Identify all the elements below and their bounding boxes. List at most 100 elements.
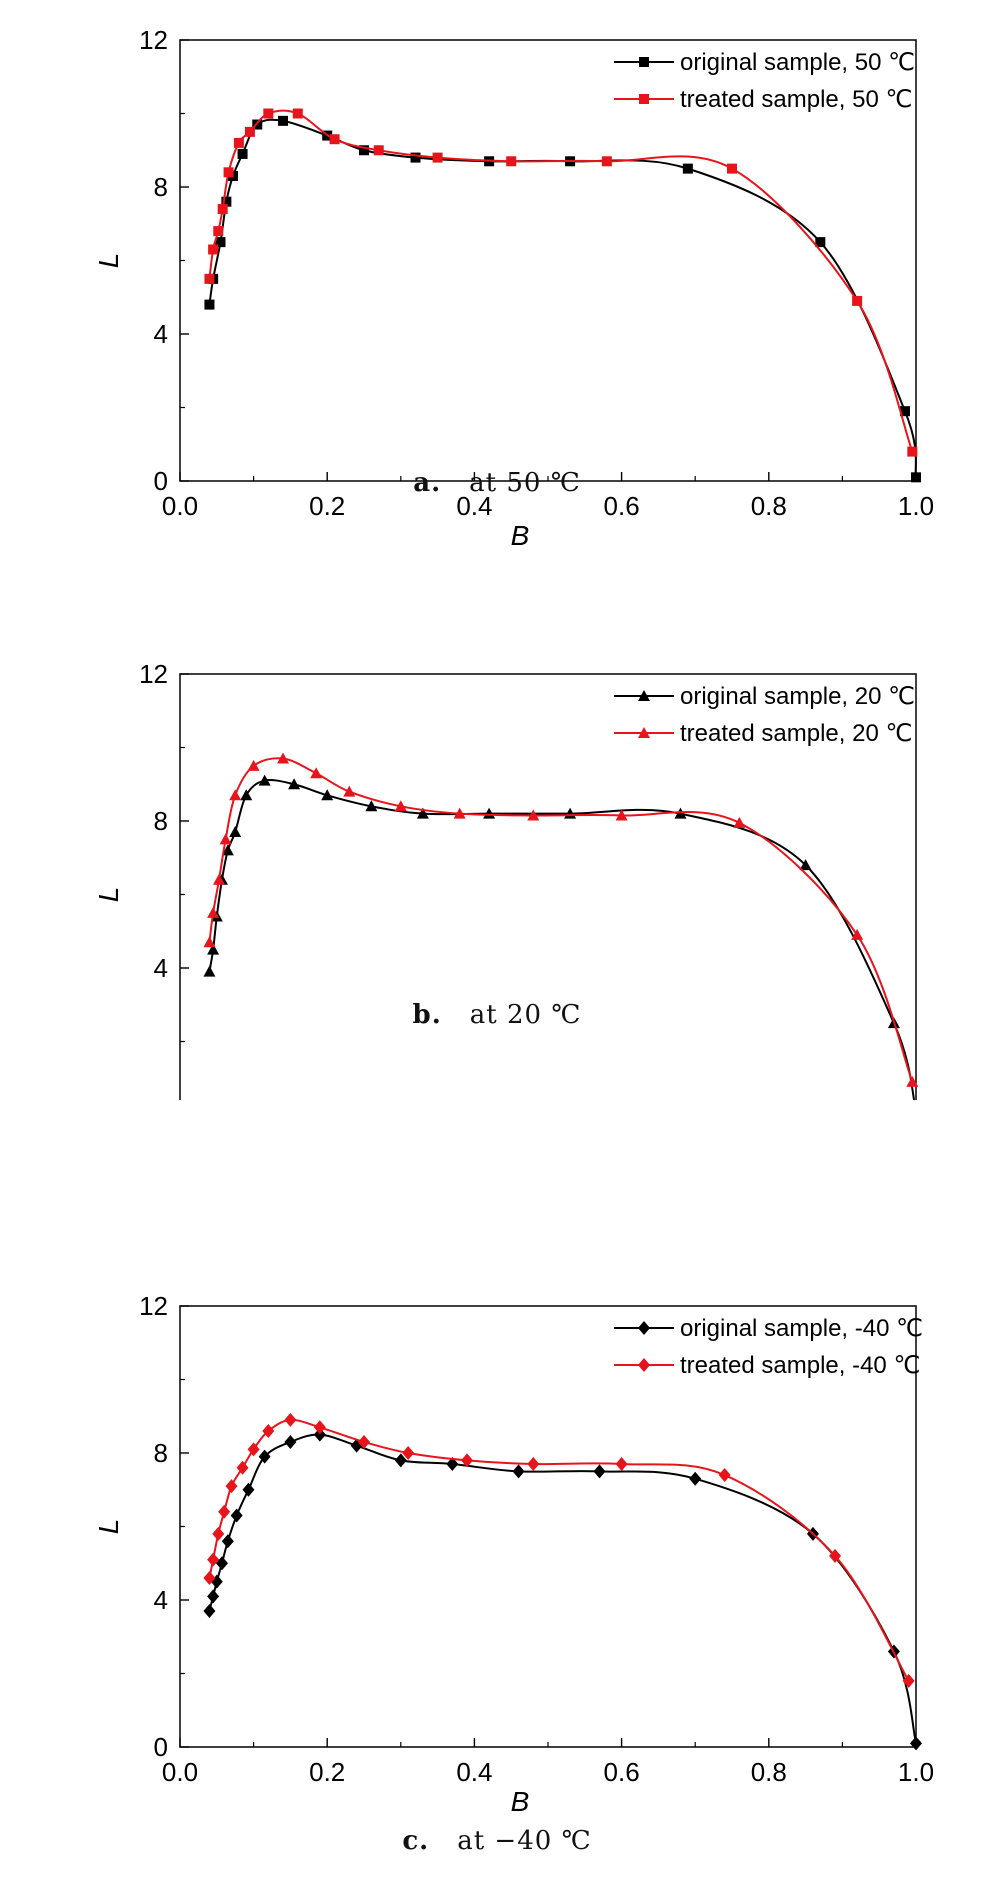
caption-a-letter: a. bbox=[413, 468, 442, 498]
y-tick-label: 4 bbox=[154, 953, 168, 983]
x-tick-label: 0.0 bbox=[162, 1757, 198, 1787]
caption-c: c. at −40 ℃ bbox=[0, 1826, 994, 1856]
caption-c-letter: c. bbox=[402, 1826, 430, 1856]
data-point-original bbox=[221, 1534, 234, 1549]
data-point-treated bbox=[727, 163, 737, 174]
data-point-treated bbox=[527, 1457, 540, 1472]
data-point-treated bbox=[244, 126, 255, 137]
caption-a: a. at 50 ℃ bbox=[0, 468, 994, 498]
data-point-treated bbox=[233, 137, 244, 148]
caption-c-text: at −40 ℃ bbox=[457, 1826, 592, 1856]
data-point-treated bbox=[219, 833, 232, 845]
data-point-original bbox=[359, 145, 369, 156]
data-point-treated bbox=[432, 152, 443, 163]
legend-marker bbox=[638, 1321, 650, 1335]
data-point-original bbox=[207, 1589, 220, 1604]
data-point-original bbox=[815, 237, 826, 248]
legend-label: treated sample, -40 ℃ bbox=[680, 1352, 920, 1379]
data-point-treated bbox=[906, 1075, 919, 1087]
data-point-treated bbox=[225, 1479, 238, 1494]
data-point-treated bbox=[615, 809, 628, 821]
data-point-treated bbox=[263, 108, 274, 119]
y-axis-title: L bbox=[93, 887, 124, 903]
y-tick-label: 8 bbox=[154, 1438, 168, 1468]
x-tick-label: 0.4 bbox=[456, 491, 492, 521]
y-tick-label: 4 bbox=[154, 1585, 168, 1615]
legend-marker bbox=[638, 727, 650, 738]
data-point-treated bbox=[343, 785, 356, 797]
data-point-original bbox=[242, 1482, 255, 1497]
data-point-original bbox=[682, 163, 693, 174]
x-tick-label: 1.0 bbox=[898, 1757, 934, 1787]
data-point-treated bbox=[218, 1504, 231, 1519]
data-point-original bbox=[278, 115, 289, 126]
data-point-original bbox=[410, 152, 421, 163]
data-point-original bbox=[240, 789, 253, 801]
legend-marker bbox=[639, 57, 649, 67]
data-point-original bbox=[799, 859, 812, 871]
x-tick-label: 0.2 bbox=[309, 491, 345, 521]
data-point-treated bbox=[902, 1673, 915, 1688]
data-point-original bbox=[593, 1464, 606, 1479]
data-point-treated bbox=[208, 244, 219, 255]
legend-marker bbox=[639, 94, 649, 104]
x-tick-label: 0.4 bbox=[456, 1757, 492, 1787]
data-point-original bbox=[258, 1449, 271, 1464]
data-point-treated bbox=[212, 1526, 225, 1541]
caption-a-text: at 50 ℃ bbox=[469, 468, 581, 498]
data-point-treated bbox=[373, 145, 384, 156]
data-point-treated bbox=[461, 1453, 474, 1468]
legend-label: treated sample, 50 ℃ bbox=[680, 86, 912, 113]
x-tick-label: 0.8 bbox=[751, 1757, 787, 1787]
caption-b: b. at 20 ℃ bbox=[0, 1000, 994, 1030]
data-point-original bbox=[237, 148, 248, 159]
data-point-original bbox=[284, 1434, 297, 1449]
y-tick-label: 12 bbox=[139, 1291, 168, 1321]
data-point-treated bbox=[358, 1434, 370, 1449]
data-point-original bbox=[215, 237, 226, 248]
data-point-original bbox=[321, 789, 334, 801]
x-tick-label: 0.8 bbox=[751, 491, 787, 521]
data-point-treated bbox=[213, 873, 226, 885]
data-point-treated bbox=[527, 809, 540, 821]
data-point-treated bbox=[262, 1423, 275, 1438]
legend-label: original sample, -40 ℃ bbox=[680, 1315, 923, 1342]
legend-marker bbox=[638, 1358, 650, 1372]
data-point-original bbox=[365, 800, 378, 812]
data-point-treated bbox=[453, 807, 466, 819]
data-point-original bbox=[911, 472, 921, 483]
data-point-treated bbox=[213, 226, 224, 237]
y-tick-label: 0 bbox=[154, 1732, 168, 1762]
data-point-original bbox=[230, 1508, 243, 1523]
data-point-treated bbox=[207, 1552, 220, 1567]
data-point-treated bbox=[229, 789, 242, 801]
x-tick-label: 1.0 bbox=[898, 491, 934, 521]
data-point-treated bbox=[852, 295, 863, 306]
legend-label: treated sample, 20 ℃ bbox=[680, 720, 912, 747]
x-axis-title: B bbox=[511, 1786, 530, 1817]
data-point-treated bbox=[601, 156, 612, 167]
data-point-treated bbox=[615, 1457, 628, 1472]
data-point-treated bbox=[247, 759, 260, 771]
data-point-original bbox=[221, 196, 232, 207]
x-tick-label: 0.2 bbox=[309, 1757, 345, 1787]
data-point-treated bbox=[284, 1412, 297, 1427]
data-point-treated bbox=[203, 936, 216, 948]
data-point-treated bbox=[223, 167, 234, 178]
data-point-original bbox=[207, 943, 220, 955]
y-tick-label: 8 bbox=[154, 172, 168, 202]
data-point-original bbox=[313, 1427, 326, 1442]
data-point-treated bbox=[247, 1442, 260, 1457]
data-point-treated bbox=[829, 1548, 842, 1563]
data-point-original bbox=[910, 1736, 922, 1751]
data-point-treated bbox=[851, 928, 864, 940]
data-point-treated bbox=[277, 752, 290, 764]
y-tick-label: 12 bbox=[139, 659, 168, 689]
data-point-original bbox=[203, 965, 216, 977]
series-line-treated bbox=[208, 1418, 910, 1682]
